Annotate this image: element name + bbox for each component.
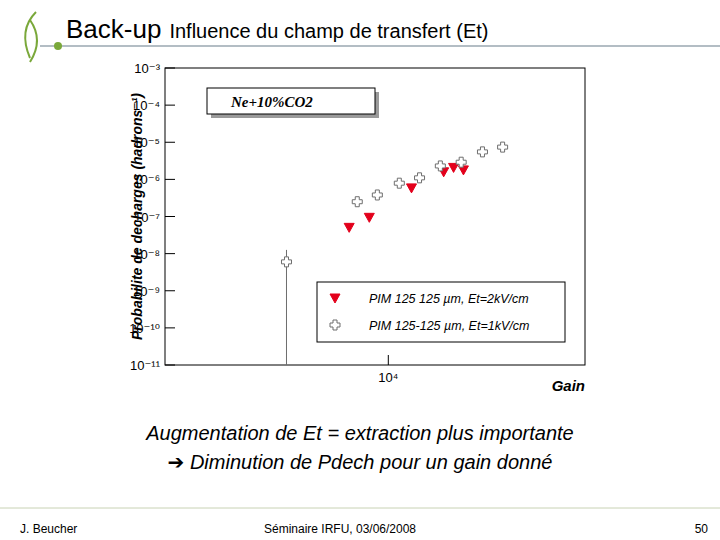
- y-tick: [165, 290, 175, 291]
- conclusion-line: Augmentation de Et = extraction plus imp…: [145, 422, 573, 444]
- point: [344, 223, 354, 232]
- footer-line: [0, 508, 720, 509]
- legend-label: PIM 125 125 µm, Et=2kV/cm: [369, 292, 529, 306]
- footer-author: J. Beucher: [20, 522, 77, 536]
- point: [394, 178, 404, 188]
- point: [435, 161, 445, 171]
- subtitle: Influence du champ de transfert (Et): [169, 20, 488, 42]
- x-axis-label: Gain: [552, 377, 585, 394]
- header-line: [40, 45, 720, 47]
- point: [456, 157, 466, 167]
- y-tick: [165, 365, 175, 366]
- plot-frame: [165, 68, 585, 365]
- y-tick: [165, 327, 175, 328]
- legend-label: PIM 125-125 µm, Et=1kV/cm: [369, 319, 529, 333]
- x-tick: [388, 355, 389, 365]
- footer-event: Séminaire IRFU, 03/06/2008: [264, 522, 416, 536]
- point: [498, 142, 508, 152]
- title: Back-up: [66, 14, 161, 44]
- slide: Back-up Influence du champ de transfert (…: [0, 0, 720, 540]
- y-tick: [165, 68, 175, 69]
- point: [352, 197, 362, 207]
- logo: [25, 12, 37, 62]
- conclusion-line: ➔ Diminution de Pdech pour un gain donné: [168, 451, 553, 473]
- point: [406, 184, 416, 193]
- y-axis-label: Probabilite de decharges (hadrons⁻¹): [129, 93, 145, 340]
- annotation-box: [207, 88, 375, 114]
- y-tick: [165, 179, 175, 180]
- legend-box: [317, 282, 565, 342]
- y-tick: [165, 142, 175, 143]
- point: [372, 190, 382, 200]
- legend-marker: [330, 294, 340, 303]
- point: [449, 163, 459, 172]
- point: [415, 173, 425, 183]
- y-tick-label: 10⁻³: [134, 61, 160, 76]
- y-tick: [165, 216, 175, 217]
- x-tick-label: 10⁴: [378, 370, 398, 385]
- point: [364, 213, 374, 222]
- footer-page: 50: [695, 522, 709, 536]
- annotation: Ne+10%CO2: [230, 94, 313, 110]
- y-tick-label: 10⁻¹¹: [130, 358, 161, 373]
- y-tick: [165, 253, 175, 254]
- point: [477, 147, 487, 157]
- point: [281, 257, 291, 267]
- y-tick: [165, 105, 175, 106]
- legend-marker: [330, 320, 340, 330]
- logo-dot: [54, 42, 62, 50]
